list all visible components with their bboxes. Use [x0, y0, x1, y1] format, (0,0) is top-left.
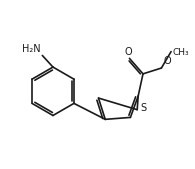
Text: O: O — [164, 56, 171, 66]
Text: H₂N: H₂N — [22, 44, 41, 54]
Text: O: O — [125, 47, 132, 57]
Text: CH₃: CH₃ — [173, 48, 189, 57]
Text: S: S — [141, 103, 147, 113]
